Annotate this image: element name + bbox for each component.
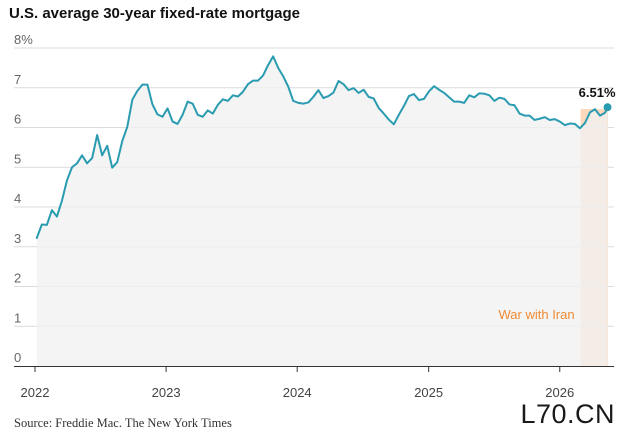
source-note: Source: Freddie Mac. The New York Times xyxy=(14,416,232,430)
x-tick-label: 2026 xyxy=(545,385,574,400)
line-layer xyxy=(35,55,612,239)
y-tick-label: 0 xyxy=(14,350,21,365)
y-tick-label: 2 xyxy=(14,271,21,286)
x-tick-label: 2025 xyxy=(414,385,443,400)
end-point-marker xyxy=(603,103,612,112)
y-tick-label: 7 xyxy=(14,72,21,87)
y-tick-label: 6 xyxy=(14,112,21,127)
x-tick-label: 2023 xyxy=(152,385,181,400)
chart-title: U.S. average 30-year fixed-rate mortgage xyxy=(9,5,300,22)
watermark: L70.CN xyxy=(520,399,615,429)
end-value-label: 6.51% xyxy=(579,85,616,100)
annotation-label: War with Iran xyxy=(499,307,575,322)
y-tick-label: 5 xyxy=(14,151,21,166)
area-layer xyxy=(36,56,608,366)
rate-area xyxy=(36,56,608,366)
y-tick-label: 8% xyxy=(14,32,33,47)
axis-layer xyxy=(14,366,614,372)
rate-line xyxy=(35,55,609,239)
y-tick-label: 3 xyxy=(14,231,21,246)
x-tick-label: 2024 xyxy=(283,385,312,400)
x-tick-label: 2022 xyxy=(21,385,50,400)
y-tick-label: 4 xyxy=(14,191,21,206)
y-tick-label: 1 xyxy=(14,310,21,325)
label-layer: 8% 7 6 5 4 3 2 1 0 6.51% War with Iran 2022 2023 2024… xyxy=(14,32,616,400)
